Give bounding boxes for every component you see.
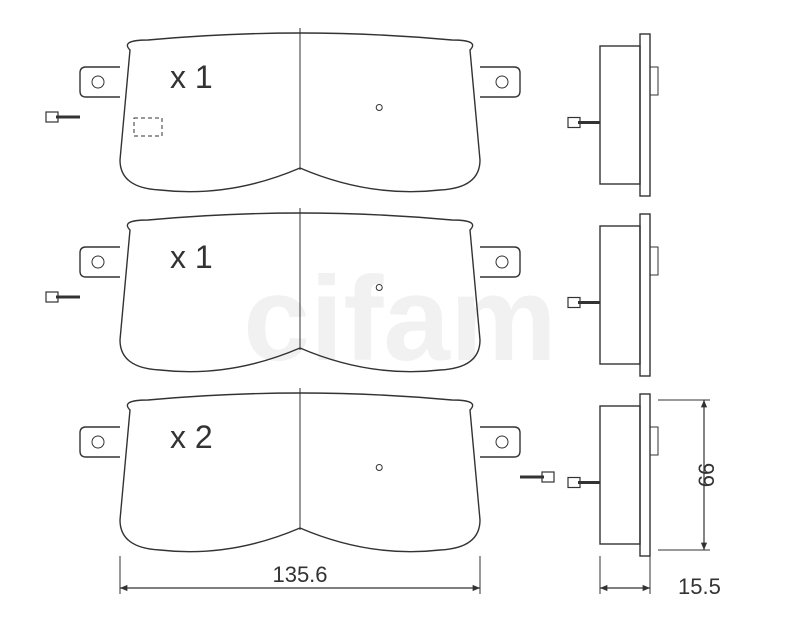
qty-label: x 1 bbox=[170, 59, 213, 95]
dim-height: 66 bbox=[694, 463, 719, 487]
qty-label: x 1 bbox=[170, 239, 213, 275]
qty-label: x 2 bbox=[170, 419, 213, 455]
technical-drawing: cifam x 1 x 1 x 2 135.6 15.5 66 bbox=[0, 0, 800, 622]
dim-width: 135.6 bbox=[272, 562, 327, 587]
pad-top: x 1 bbox=[46, 28, 520, 192]
pad-bottom: x 2 bbox=[80, 388, 554, 552]
dim-thickness: 15.5 bbox=[678, 574, 721, 599]
pad-top-side bbox=[568, 34, 658, 196]
watermark: cifam bbox=[243, 252, 556, 386]
pad-middle-side bbox=[568, 214, 658, 376]
pad-bottom-side bbox=[568, 394, 658, 556]
